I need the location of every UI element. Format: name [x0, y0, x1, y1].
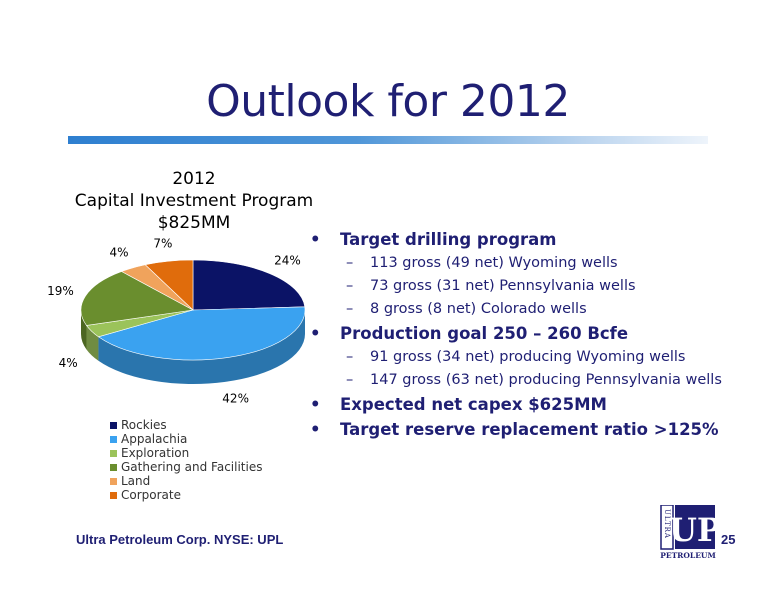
bullet-item: • Target reserve replacement ratio >125% [310, 420, 770, 439]
sub-bullet-text: 91 gross (34 net) producing Wyoming well… [370, 349, 686, 365]
pie-data-label: 19% [47, 284, 74, 298]
pie-slice [144, 259, 194, 311]
bullet-text: Expected net capex $625MM [340, 395, 607, 414]
sub-bullet-dash: – [346, 255, 354, 271]
bullet-item: • Target drilling program [310, 230, 770, 249]
legend-swatch [110, 477, 117, 485]
pie-slice-side [81, 310, 87, 350]
sub-bullet-item: –147 gross (63 net) producing Pennsylvan… [346, 372, 770, 388]
bullet-dot: • [310, 420, 321, 439]
pie-slice-side [86, 325, 99, 361]
page-number: 25 [721, 532, 736, 547]
sub-bullet-item: –113 gross (49 net) Wyoming wells [346, 255, 770, 271]
logo-vertical-text: ULTRA [663, 509, 671, 539]
sub-bullet-text: 113 gross (49 net) Wyoming wells [370, 255, 618, 271]
title-underline [68, 136, 708, 144]
pie-slice [192, 259, 306, 311]
sub-bullet-text: 147 gross (63 net) producing Pennsylvani… [370, 372, 722, 388]
bullet-item: • Expected net capex $625MM [310, 395, 770, 414]
bullet-text: Target drilling program [340, 230, 557, 249]
pie-slice [80, 271, 194, 326]
sub-bullet-text: 8 gross (8 net) Colorado wells [370, 301, 587, 317]
bullet-dot: • [310, 230, 321, 249]
bullet-list: • Target drilling program –113 gross (49 n… [310, 230, 770, 445]
bullet-text: Target reserve replacement ratio >125% [340, 420, 719, 439]
chart-legend: Rockies Appalachia Exploration Gathering an… [110, 418, 262, 502]
legend-item: Exploration [110, 446, 262, 460]
legend-swatch [110, 421, 117, 429]
footer-company: Ultra Petroleum Corp. NYSE: UPL [76, 532, 284, 547]
pie-slice [97, 306, 306, 361]
logo-word: PETROLEUM [660, 551, 716, 560]
sub-bullet-dash: – [346, 372, 354, 388]
sub-bullet-dash: – [346, 349, 354, 365]
legend-label: Land [121, 474, 151, 488]
legend-swatch [110, 463, 117, 471]
chart-title-line-2: Capital Investment Program [74, 191, 314, 211]
chart-title-line-3: $825MM [157, 213, 231, 233]
bullet-item: • Production goal 250 – 260 Bcfe [310, 324, 770, 343]
sub-bullet-item: –91 gross (34 net) producing Wyoming wel… [346, 349, 770, 365]
logo-letters: UP [669, 511, 719, 549]
legend-swatch [110, 435, 117, 443]
sub-bullet-dash: – [346, 278, 354, 294]
legend-item: Rockies [110, 418, 262, 432]
legend-item: Land [110, 474, 262, 488]
bullet-dot: • [310, 395, 321, 414]
pie-data-label: 4% [110, 246, 129, 260]
bullet-dot: • [310, 324, 321, 343]
pie-data-label: 7% [153, 237, 172, 251]
chart-title-line-1: 2012 [172, 169, 216, 189]
legend-label: Gathering and Facilities [121, 460, 263, 474]
sub-bullet-item: –8 gross (8 net) Colorado wells [346, 301, 770, 317]
sub-bullet-text: 73 gross (31 net) Pennsylvania wells [370, 278, 636, 294]
legend-item: Corporate [110, 488, 262, 502]
slide-title: Outlook for 2012 [206, 76, 570, 127]
pie-data-label: 4% [59, 356, 78, 370]
pie-slice-side [98, 310, 305, 385]
pie-data-label: 42% [222, 392, 249, 406]
legend-label: Appalachia [121, 432, 188, 446]
legend-item: Appalachia [110, 432, 262, 446]
bullet-text: Production goal 250 – 260 Bcfe [340, 324, 629, 343]
legend-swatch [110, 449, 117, 457]
legend-label: Exploration [121, 446, 190, 460]
legend-item: Gathering and Facilities [110, 460, 262, 474]
legend-swatch [110, 491, 117, 499]
ultra-petroleum-logo: ULTRA UP PETROLEUM [660, 505, 719, 560]
pie-data-label: 24% [274, 253, 301, 267]
chart-title: 2012 Capital Investment Program $825MM [64, 168, 324, 234]
sub-bullet-item: –73 gross (31 net) Pennsylvania wells [346, 278, 770, 294]
sub-bullet-dash: – [346, 301, 354, 317]
legend-label: Rockies [121, 418, 167, 432]
legend-label: Corporate [121, 488, 181, 502]
